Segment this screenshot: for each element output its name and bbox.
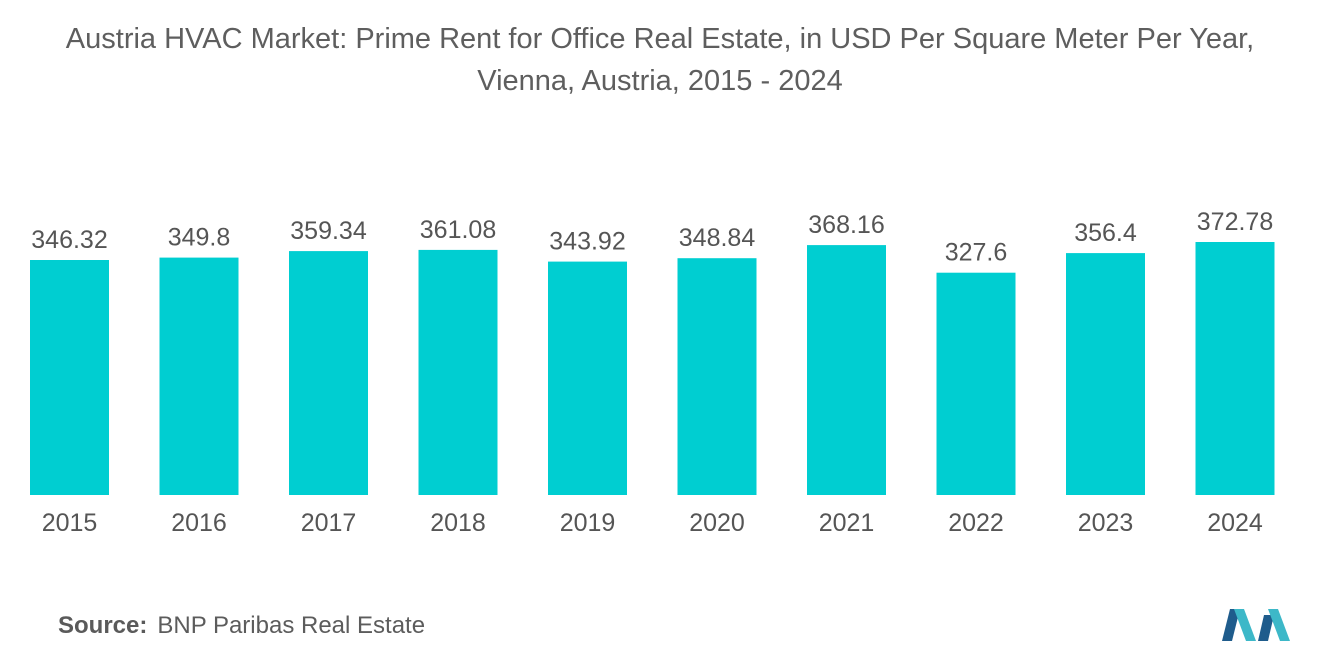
data-label-2015: 346.32 — [31, 226, 107, 254]
x-tick-label-2020: 2020 — [689, 509, 745, 537]
chart-title: Austria HVAC Market: Prime Rent for Offi… — [0, 18, 1320, 102]
data-label-2023: 356.4 — [1074, 219, 1137, 247]
data-label-2018: 361.08 — [420, 216, 496, 244]
x-tick-label-2019: 2019 — [560, 509, 616, 537]
x-tick-label-2024: 2024 — [1207, 509, 1263, 537]
mordor-intelligence-logo-icon — [1222, 609, 1290, 641]
bar-2015 — [30, 260, 109, 495]
source-label: Source: — [58, 612, 148, 639]
bar-2022 — [936, 272, 1016, 495]
source-value: BNP Paribas Real Estate — [157, 612, 426, 639]
bar-2023 — [1066, 253, 1145, 495]
bar-chart: 346.32 349.8 359.34 361.08 343.92 348.84 368.1… — [30, 208, 1275, 537]
bar-2020 — [677, 258, 757, 495]
source-note: Source: BNP Paribas Real Estate — [58, 612, 425, 640]
data-label-2020: 348.84 — [679, 224, 756, 252]
bar-2016 — [159, 257, 239, 495]
chart-title-line-2: Vienna, Austria, 2015 - 2024 — [477, 65, 843, 97]
data-label-2016: 349.8 — [168, 224, 231, 252]
x-tick-label-2017: 2017 — [301, 509, 357, 537]
data-label-2022: 327.6 — [945, 239, 1008, 267]
chart-title-line-1: Austria HVAC Market: Prime Rent for Offi… — [65, 23, 1255, 55]
bar-2021 — [807, 245, 886, 495]
x-tick-label-2016: 2016 — [171, 509, 227, 537]
data-labels: 346.32 349.8 359.34 361.08 343.92 348.84 368.1… — [31, 208, 1273, 267]
x-tick-label-2023: 2023 — [1078, 509, 1134, 537]
x-tick-label-2022: 2022 — [948, 509, 1004, 537]
bar-2017 — [289, 251, 368, 495]
bar-series — [30, 242, 1275, 495]
x-axis-tick-labels: 2015 2016 2017 2018 2019 2020 2021 2022 2023 2024 — [42, 509, 1263, 537]
bar-2018 — [418, 249, 498, 495]
data-label-2019: 343.92 — [549, 228, 625, 256]
bar-2024 — [1195, 242, 1275, 495]
x-tick-label-2018: 2018 — [430, 509, 486, 537]
data-label-2017: 359.34 — [290, 217, 367, 245]
x-tick-label-2021: 2021 — [819, 509, 875, 537]
data-label-2021: 368.16 — [808, 211, 884, 239]
x-tick-label-2015: 2015 — [42, 509, 98, 537]
bar-2019 — [548, 261, 627, 495]
data-label-2024: 372.78 — [1197, 208, 1273, 236]
